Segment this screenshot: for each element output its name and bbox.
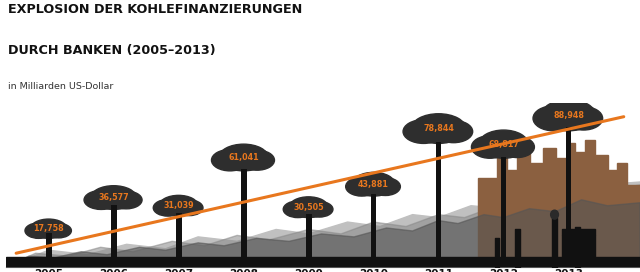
Ellipse shape	[84, 190, 118, 209]
Text: 36,577: 36,577	[99, 193, 129, 202]
Ellipse shape	[412, 114, 466, 143]
Ellipse shape	[541, 100, 596, 131]
Ellipse shape	[91, 186, 136, 209]
Polygon shape	[6, 185, 640, 267]
Ellipse shape	[479, 130, 528, 158]
Bar	[436, 142, 442, 259]
Polygon shape	[562, 230, 595, 235]
Text: 31,039: 31,039	[163, 201, 194, 210]
Bar	[176, 213, 182, 259]
Ellipse shape	[435, 120, 473, 143]
Ellipse shape	[564, 107, 603, 130]
Text: DURCH BANKEN (2005–2013): DURCH BANKEN (2005–2013)	[8, 44, 215, 57]
Ellipse shape	[371, 178, 401, 196]
Ellipse shape	[31, 219, 67, 238]
Text: 88,948: 88,948	[553, 111, 584, 120]
Ellipse shape	[284, 201, 312, 218]
Ellipse shape	[211, 150, 248, 171]
Ellipse shape	[500, 136, 534, 157]
Bar	[566, 127, 572, 259]
Ellipse shape	[25, 223, 52, 238]
Bar	[306, 214, 312, 259]
Bar	[371, 194, 376, 259]
Ellipse shape	[306, 202, 333, 217]
Polygon shape	[477, 140, 640, 267]
Ellipse shape	[289, 197, 328, 218]
Ellipse shape	[550, 210, 559, 219]
Bar	[241, 169, 246, 259]
Ellipse shape	[240, 150, 275, 170]
Ellipse shape	[153, 199, 182, 216]
Text: EXPLOSION DER KOHLEFINANZIERUNGEN: EXPLOSION DER KOHLEFINANZIERUNGEN	[8, 3, 302, 16]
Text: 78,844: 78,844	[423, 124, 454, 133]
Bar	[45, 233, 52, 259]
Ellipse shape	[110, 191, 142, 209]
Text: 61,041: 61,041	[228, 153, 259, 162]
Polygon shape	[6, 182, 640, 267]
Ellipse shape	[346, 177, 378, 196]
Ellipse shape	[352, 172, 395, 196]
Ellipse shape	[46, 223, 72, 238]
Ellipse shape	[159, 195, 198, 216]
Text: 43,881: 43,881	[358, 180, 389, 189]
Ellipse shape	[219, 144, 268, 171]
Ellipse shape	[403, 120, 444, 143]
Bar	[500, 157, 506, 259]
Ellipse shape	[472, 136, 508, 158]
Polygon shape	[6, 257, 640, 267]
Polygon shape	[562, 235, 595, 267]
Ellipse shape	[176, 200, 203, 216]
Bar	[111, 205, 116, 259]
Ellipse shape	[533, 106, 574, 131]
Text: 30,505: 30,505	[293, 203, 324, 212]
Polygon shape	[6, 200, 640, 267]
Text: 17,758: 17,758	[33, 224, 64, 233]
Text: 68,817: 68,817	[488, 140, 519, 149]
Text: in Milliarden US-Dollar: in Milliarden US-Dollar	[8, 82, 113, 91]
